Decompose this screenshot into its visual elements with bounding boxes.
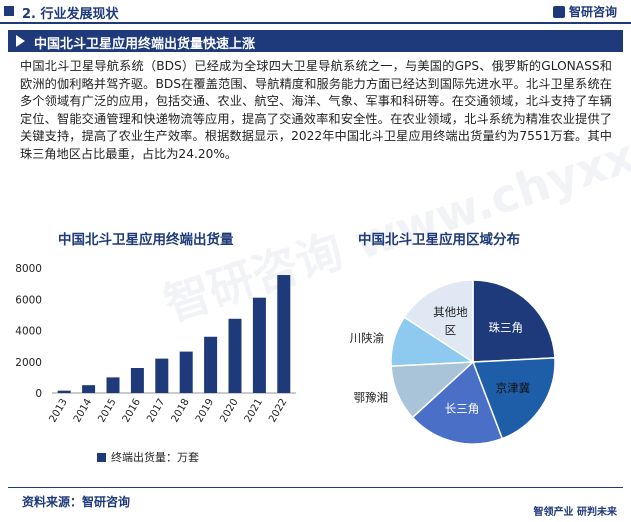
legend-label: 终端出货量：万套 [111,451,199,464]
y-tick-label: 2000 [15,357,42,369]
pie-chart-title: 中国北斗卫星应用区域分布 [358,232,520,248]
x-tick-label: 2017 [145,397,167,425]
brand-logo-icon [552,6,565,18]
y-tick-label: 0 [35,388,42,400]
brand-logo: 智研咨询 [552,3,617,20]
x-tick-label: 2021 [243,397,265,425]
section-marker-icon [4,6,14,16]
bar [277,275,291,393]
pie-label: 其他地 [433,305,468,319]
bar-legend: 终端出货量：万套 [97,449,199,465]
bar [252,297,266,393]
footer-slogan: 智领产业 研判未来 [533,507,617,518]
top-divider [0,22,631,24]
footer-divider [8,487,623,488]
bar [130,368,144,393]
pie-slice [403,279,474,364]
top-bar: 2. 行业发展现状 智研咨询 [0,0,631,22]
triangle-arrow-icon [16,35,25,47]
y-tick-label: 4000 [15,326,42,338]
x-tick-label: 2019 [194,397,216,425]
bar [179,351,193,393]
title-banner: 中国北斗卫星应用终端出货量快速上涨 [8,30,623,52]
pie-slice [472,279,556,363]
bar [106,377,120,393]
x-tick-label: 2014 [72,397,94,425]
bar [228,318,242,393]
banner-title: 中国北斗卫星应用终端出货量快速上涨 [34,37,256,52]
source-note: 资料来源：智研咨询 [22,495,131,509]
bar [155,358,169,393]
x-tick-label: 2018 [170,397,192,425]
pie-label: 长三角 [445,401,480,415]
y-tick-label: 6000 [15,294,42,306]
section-title: 2. 行业发展现状 [22,7,119,22]
bar [82,385,96,393]
pie-label: 鄂豫湘 [354,390,389,404]
x-tick-label: 2022 [267,397,289,425]
x-tick-label: 2016 [121,397,143,425]
bar [57,390,71,393]
x-tick-label: 2020 [218,397,240,425]
x-tick-label: 2015 [96,397,118,425]
pie-slice [411,360,504,445]
pie-label: 川陕渝 [350,331,385,345]
brand-logo-text: 智研咨询 [568,5,617,19]
y-tick-label: 8000 [15,263,42,275]
pie-label: 京津冀 [496,381,531,395]
pie-slice [471,357,556,440]
bar [204,336,218,393]
pie-label: 珠三角 [489,321,524,335]
legend-swatch [97,453,106,462]
body-paragraph: 中国北斗卫星导航系统（BDS）已经成为全球四大卫星导航系统之一，与美国的GPS、… [20,59,612,161]
pie-label: 区 [445,323,457,337]
bar-chart-title: 中国北斗卫星应用终端出货量 [58,232,234,248]
x-tick-label: 2013 [48,397,70,425]
